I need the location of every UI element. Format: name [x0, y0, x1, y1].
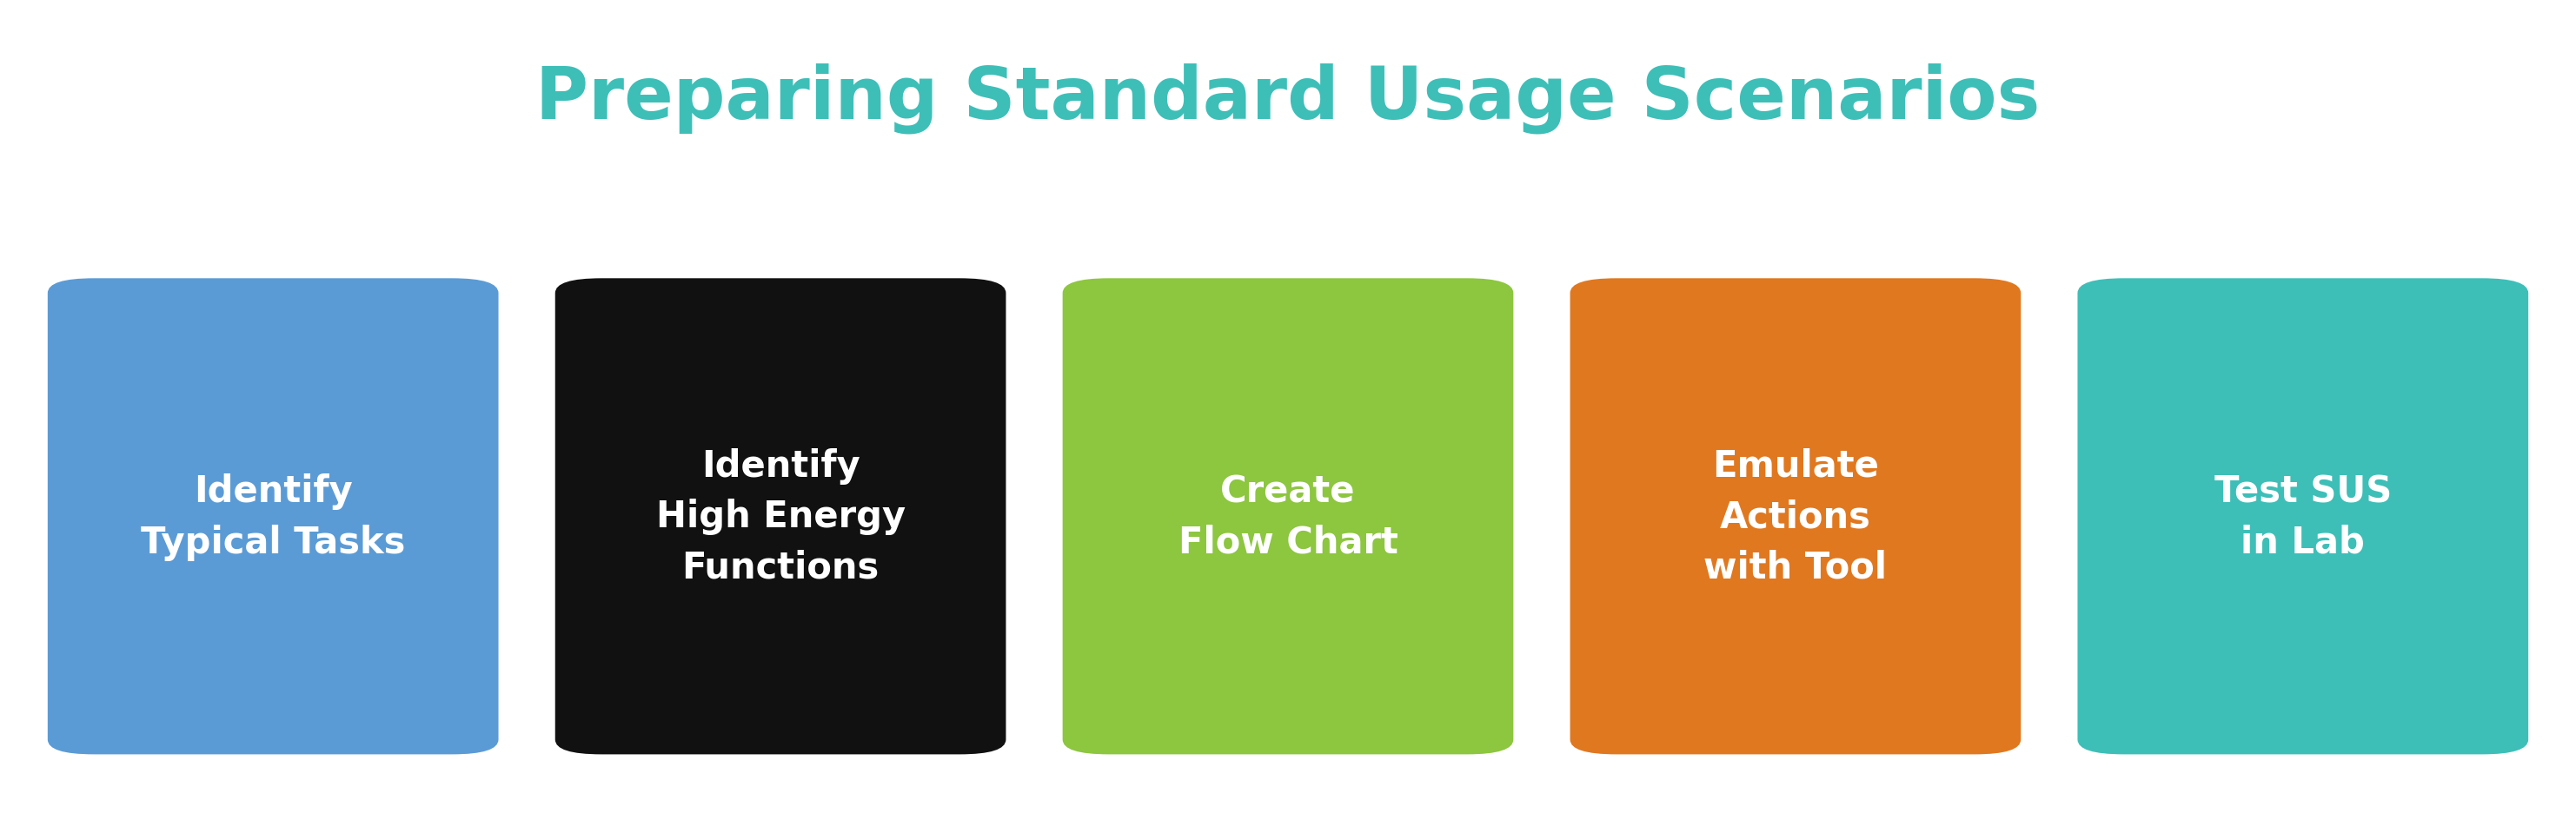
Text: Test SUS
in Lab: Test SUS in Lab [2215, 473, 2391, 560]
FancyBboxPatch shape [1569, 279, 2020, 754]
Text: Create
Flow Chart: Create Flow Chart [1177, 473, 1399, 560]
Text: Identify
High Energy
Functions: Identify High Energy Functions [657, 448, 904, 585]
FancyBboxPatch shape [554, 279, 1005, 754]
FancyBboxPatch shape [2076, 279, 2530, 754]
FancyBboxPatch shape [1061, 279, 1512, 754]
Text: Preparing Standard Usage Scenarios: Preparing Standard Usage Scenarios [536, 63, 2040, 134]
Text: Emulate
Actions
with Tool: Emulate Actions with Tool [1703, 448, 1888, 585]
FancyBboxPatch shape [49, 279, 497, 754]
Text: Identify
Typical Tasks: Identify Typical Tasks [142, 473, 404, 560]
